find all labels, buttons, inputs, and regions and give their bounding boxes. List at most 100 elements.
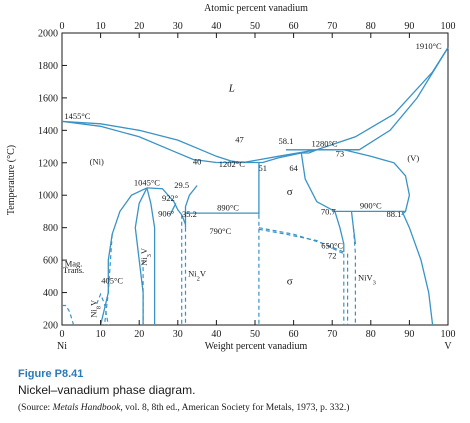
annotation-label: 922° bbox=[162, 193, 178, 203]
annotation-label: 47 bbox=[235, 135, 244, 145]
annotation-label: (V) bbox=[407, 153, 419, 163]
x2-tick-label: 20 bbox=[134, 21, 144, 32]
y-tick-label: 400 bbox=[43, 288, 58, 299]
phase-boundary-solid bbox=[258, 149, 318, 164]
annotation-label: 64 bbox=[289, 163, 298, 173]
x-axis-end-label-right: V bbox=[444, 341, 452, 352]
x-tick-label: 80 bbox=[366, 329, 376, 340]
annotation-label: 1910°C bbox=[416, 41, 442, 51]
phase-boundary-solid bbox=[184, 185, 198, 228]
annotation-label: NiV3 bbox=[358, 272, 376, 286]
annotation-label: σ bbox=[287, 275, 293, 287]
phase-boundary-solid bbox=[243, 149, 317, 164]
y-tick-label: 1000 bbox=[38, 191, 58, 202]
y-tick-label: 1800 bbox=[38, 61, 58, 72]
phase-boundary-solid bbox=[146, 187, 187, 225]
figure-label: Figure P8.41 bbox=[18, 368, 84, 380]
x2-tick-label: 50 bbox=[250, 21, 260, 32]
x-tick-label: 50 bbox=[250, 329, 260, 340]
x2-tick-label: 60 bbox=[289, 21, 299, 32]
figure-title: Nickel–vanadium phase diagram. bbox=[18, 383, 196, 397]
source-rest: , vol. 8, 8th ed., American Society for … bbox=[120, 403, 350, 413]
x2-tick-label: 70 bbox=[327, 21, 337, 32]
phase-boundaries-dashed bbox=[62, 214, 356, 326]
annotation-label: 650°C bbox=[321, 240, 343, 250]
annotation-label: Mag. bbox=[65, 259, 83, 269]
phase-boundary-solid bbox=[61, 120, 244, 164]
annotation-label: 58.1 bbox=[278, 136, 293, 146]
annotation-label: 51 bbox=[258, 163, 267, 173]
phase-boundary-solid bbox=[61, 120, 217, 164]
annotation-label: 405°C bbox=[101, 276, 123, 286]
phase-boundaries-solid bbox=[61, 47, 449, 326]
phase-boundary-dashed bbox=[62, 304, 75, 326]
annotation-label: Ni2V bbox=[188, 268, 207, 282]
annotation-label: 790°C bbox=[209, 226, 231, 236]
annotation-label: Ni3V bbox=[139, 247, 153, 266]
annotation-label: Trans. bbox=[63, 265, 84, 275]
x-tick-label: 100 bbox=[441, 329, 456, 340]
annotation-label: 1280°C bbox=[311, 139, 337, 149]
y-tick-label: 1400 bbox=[38, 126, 58, 137]
x2-tick-label: 40 bbox=[211, 21, 221, 32]
annotation-label: 40 bbox=[193, 156, 202, 166]
annotation-label: 906° bbox=[158, 208, 174, 218]
axis-ticks: 0 10 20 30 40 50 60 70 80 90 1000 10 20 30 40 50 60 70 80 9… bbox=[38, 21, 456, 340]
x-axis-end-label-left: Ni bbox=[57, 341, 67, 352]
x2-tick-label: 90 bbox=[404, 21, 414, 32]
x2-tick-label: 10 bbox=[96, 21, 106, 32]
phase-boundary-solid bbox=[146, 187, 156, 325]
annotation-label: 72 bbox=[328, 250, 337, 260]
source-prefix: (Source: bbox=[18, 403, 53, 413]
phase-boundary-solid bbox=[401, 211, 434, 326]
phase-boundary-dashed bbox=[352, 227, 356, 325]
x2-tick-label: 100 bbox=[441, 21, 456, 32]
x-axis-title: Weight percent vanadium bbox=[205, 341, 308, 352]
y-tick-label: 1200 bbox=[38, 158, 58, 169]
phase-boundary-solid bbox=[350, 211, 357, 244]
x-tick-label: 20 bbox=[134, 329, 144, 340]
annotation-label: 29.5 bbox=[174, 180, 189, 190]
annotation-label: 900°C bbox=[360, 201, 382, 211]
source-italic: Metals Handbook bbox=[52, 403, 121, 413]
annotation-label: Ni8V bbox=[89, 299, 103, 318]
annotation-label: 73 bbox=[336, 148, 345, 158]
y-axis-title: Temperature (°C) bbox=[6, 145, 17, 215]
phase-boundary-solid bbox=[300, 152, 336, 212]
annotation-label: 1202°C bbox=[219, 159, 245, 169]
x-tick-label: 70 bbox=[327, 329, 337, 340]
x2-tick-label: 30 bbox=[173, 21, 183, 32]
annotation-label: L bbox=[228, 82, 235, 94]
annotation-label: 88.1 bbox=[387, 209, 402, 219]
y-tick-label: 600 bbox=[43, 256, 58, 267]
x-tick-label: 90 bbox=[404, 329, 414, 340]
x-tick-label: 30 bbox=[173, 329, 183, 340]
annotation-label: 890°C bbox=[217, 203, 239, 213]
x-tick-label: 0 bbox=[60, 329, 65, 340]
phase-boundary-dashed bbox=[96, 292, 109, 326]
x2-tick-label: 0 bbox=[60, 21, 65, 32]
annotation-label: 1455°C bbox=[64, 111, 90, 121]
y-tick-label: 2000 bbox=[38, 29, 58, 40]
annotation-label: 35.2 bbox=[182, 209, 197, 219]
x-tick-label: 10 bbox=[96, 329, 106, 340]
phase-boundary-solid bbox=[169, 203, 177, 215]
x-tick-label: 40 bbox=[211, 329, 221, 340]
annotations: L (Ni) (V) σ σ 1455°C 1910°C 1280°C 1202°C 1045°C… bbox=[63, 41, 442, 318]
x-tick-label: 60 bbox=[289, 329, 299, 340]
annotation-label: σ bbox=[287, 186, 293, 198]
y-tick-label: 800 bbox=[43, 223, 58, 234]
x2-tick-label: 80 bbox=[366, 21, 376, 32]
y-tick-label: 1600 bbox=[38, 93, 58, 104]
phase-boundary-dashed bbox=[258, 228, 345, 255]
y-tick-label: 200 bbox=[43, 321, 58, 332]
figure-source: (Source: Metals Handbook, vol. 8, 8th ed… bbox=[18, 403, 349, 413]
phase-boundary-solid bbox=[99, 187, 148, 326]
phase-boundary-dashed bbox=[258, 227, 345, 253]
annotation-label: 70.7 bbox=[321, 207, 336, 217]
phase-boundary-solid bbox=[334, 211, 345, 252]
annotation-label: (Ni) bbox=[90, 156, 104, 166]
phase-diagram-chart: 0 10 20 30 40 50 60 70 80 90 1000 10 20 30 40 50 60 70 80 9… bbox=[6, 3, 456, 352]
annotation-label: 1045°C bbox=[134, 177, 160, 187]
